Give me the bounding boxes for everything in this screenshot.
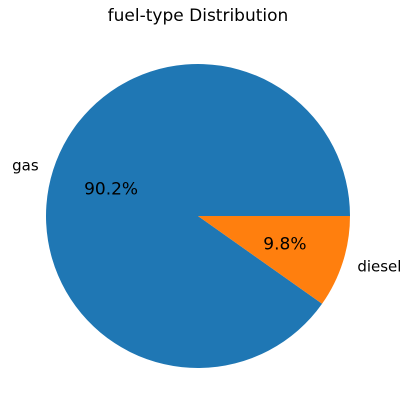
pie-labels: gas 90.2% diesel 9.8% [12, 156, 401, 275]
slice-label-gas: gas [12, 156, 39, 174]
pie-slice-gas [45, 63, 350, 368]
chart-title: fuel-type Distribution [108, 6, 289, 26]
slice-percent-diesel: 9.8% [263, 235, 306, 255]
pie-slice-diesel [198, 216, 350, 304]
pie-slices [45, 63, 350, 368]
slice-label-diesel: diesel [357, 258, 401, 276]
slice-percent-gas: 90.2% [84, 179, 138, 199]
